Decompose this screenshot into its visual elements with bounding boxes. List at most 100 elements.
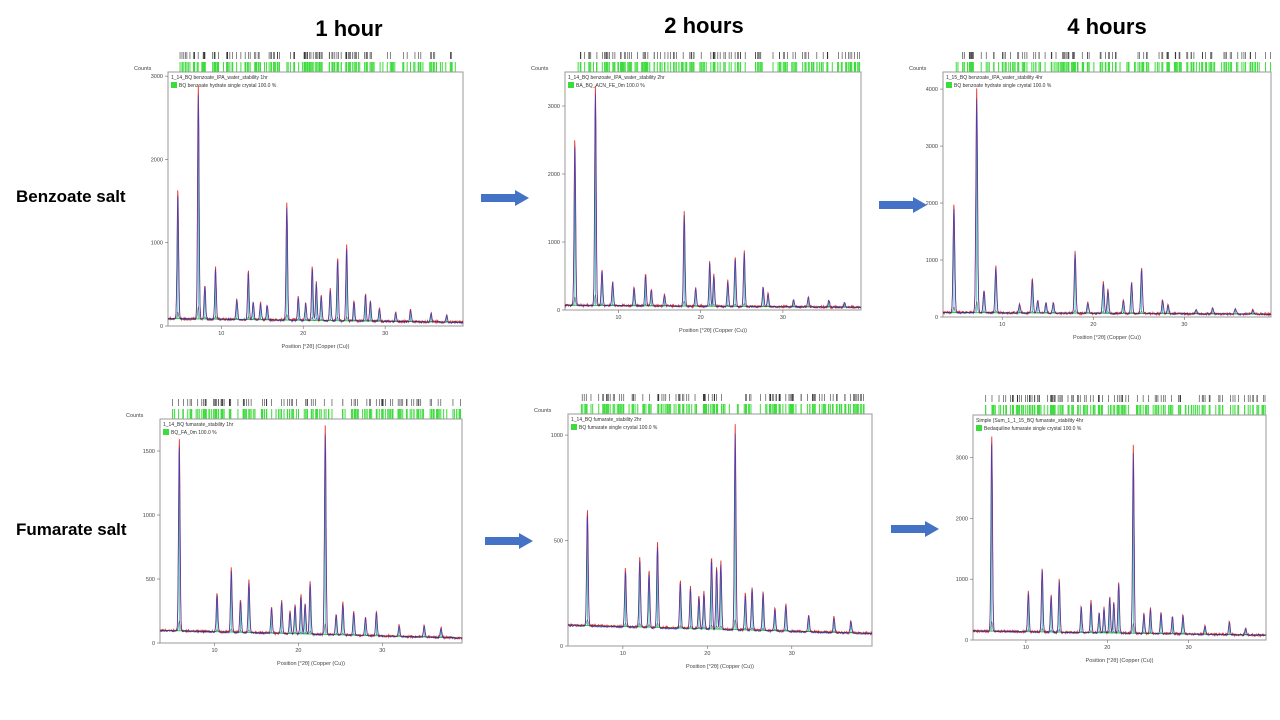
reference-sticks <box>991 464 1247 635</box>
x-tick-label: 30 <box>1186 645 1192 651</box>
xrd-chart-fumarate-2hr: Counts 0 500 1000 10 20 30 Position [°2θ] (Copp… <box>530 392 874 682</box>
difference-series <box>567 618 873 634</box>
legend-entry-sample: 1_14_BQ benzoate_IPA_water_stability 2hr <box>568 75 665 81</box>
y-tick-label: 1000 <box>551 433 563 439</box>
y-tick-label: 0 <box>557 308 560 314</box>
legend-entry-sample: 1_14_BQ fumarate_stability 1hr <box>163 422 234 428</box>
x-axis-label: Position [°2θ] (Copper (Cu)) <box>282 344 350 350</box>
x-tick-label: 20 <box>1104 645 1110 651</box>
legend: 1_14_BQ fumarate_stability 2hr BQ fumarat… <box>571 417 658 431</box>
legend-entry-reference: Bedaquiline fumarate single crystal 100.… <box>984 426 1082 432</box>
x-tick-label: 10 <box>620 651 626 657</box>
y-tick-label: 1500 <box>143 449 155 455</box>
y-axis-label: Counts <box>909 66 927 72</box>
legend-swatch <box>946 82 952 88</box>
reference-sticks <box>574 119 846 308</box>
y-tick-label: 2000 <box>548 172 560 178</box>
x-tick-label: 10 <box>211 648 217 654</box>
x-tick-label: 20 <box>704 651 710 657</box>
difference-series <box>564 294 862 309</box>
y-tick-label: 3000 <box>956 456 968 462</box>
legend: 1_15_BQ benzoate_IPA_water_stability 4hr… <box>946 75 1052 89</box>
reference-sticks <box>586 457 852 633</box>
x-axis-label: Position [°2θ] (Copper (Cu)) <box>1086 658 1154 664</box>
x-tick-label: 30 <box>780 315 786 321</box>
x-tick-label: 30 <box>379 648 385 654</box>
legend-entry-reference: BQ fumarate single crystal 100.0 % <box>579 425 658 431</box>
y-tick-label: 0 <box>965 638 968 644</box>
difference-series <box>942 301 1272 315</box>
xrd-chart-benzoate-4hr: Counts 0 1000 2000 3000 4000 10 20 30 Position [°… <box>905 50 1273 353</box>
legend-entry-sample: Simple (Sum_1_1_15_BQ fumarate_stability… <box>976 418 1084 424</box>
reference-sticks <box>177 120 448 323</box>
legend: 1_14_BQ fumarate_stability 1hr BQ_FA_0m 1… <box>163 422 234 436</box>
y-axis-label: Counts <box>534 408 552 414</box>
arrow-icon <box>481 190 529 206</box>
xrd-chart-fumarate-1hr: Counts 0 500 1000 1500 10 20 30 Position [°2θ] (… <box>122 397 464 679</box>
reference-tick-strip <box>172 399 462 419</box>
y-tick-label: 1000 <box>548 240 560 246</box>
y-tick-label: 0 <box>160 324 163 330</box>
row-label-benzoate: Benzoate salt <box>16 187 126 206</box>
y-axis-label: Counts <box>531 66 549 72</box>
y-tick-label: 2000 <box>956 516 968 522</box>
difference-series <box>159 620 463 639</box>
reference-tick-strip <box>179 52 463 72</box>
y-tick-label: 4000 <box>926 87 938 93</box>
arrow-icon <box>891 521 939 537</box>
reference-sticks <box>178 458 442 638</box>
plot-frame <box>564 71 862 311</box>
x-tick-label: 10 <box>218 331 224 337</box>
y-tick-label: 0 <box>560 644 563 650</box>
difference-series <box>972 621 1267 636</box>
y-tick-label: 500 <box>146 577 155 583</box>
calculated-series <box>567 433 873 635</box>
legend-entry-reference: BQ_FA_0m 100.0 % <box>171 430 217 436</box>
x-tick-label: 30 <box>382 331 388 337</box>
legend-entry-reference: BQ benzoate hydrate single crystal 100.0… <box>954 83 1052 89</box>
calculated-series <box>159 434 463 640</box>
legend-swatch <box>163 429 169 435</box>
xrd-plot: Counts 0 500 1000 1500 10 20 30 Position [°2θ] (… <box>126 399 463 667</box>
y-tick-label: 3000 <box>548 104 560 110</box>
x-tick-label: 10 <box>615 315 621 321</box>
xrd-plot: Counts 0 1000 2000 3000 4000 10 20 30 Position [°… <box>909 52 1272 341</box>
y-tick-label: 1000 <box>151 241 163 247</box>
x-axis-label: Position [°2θ] (Copper (Cu)) <box>679 328 747 334</box>
y-tick-label: 3000 <box>926 144 938 150</box>
arrow-icon <box>879 197 927 213</box>
xrd-plot: Counts 0 1000 2000 3000 10 20 30 Position [°2θ] … <box>134 52 464 350</box>
plot-frame <box>942 71 1272 318</box>
arrow-icon <box>485 533 533 549</box>
xrd-plot: Counts 0 1000 2000 3000 10 20 30 Position [°2θ] … <box>531 52 862 334</box>
xrd-plot: Counts 0 500 1000 10 20 30 Position [°2θ] (Copp… <box>534 394 873 670</box>
reference-tick-strip <box>580 394 872 414</box>
column-title-4-hours: 4 hours <box>1067 14 1147 39</box>
legend-swatch <box>568 82 574 88</box>
x-tick-label: 30 <box>789 651 795 657</box>
reference-tick-strip <box>955 52 1272 72</box>
x-axis-label: Position [°2θ] (Copper (Cu)) <box>1073 335 1141 341</box>
x-tick-label: 10 <box>999 322 1005 328</box>
y-tick-label: 1000 <box>143 513 155 519</box>
column-title-2-hours: 2 hours <box>664 13 744 38</box>
row-label-fumarate: Fumarate salt <box>16 520 127 539</box>
x-axis-label: Position [°2θ] (Copper (Cu)) <box>277 661 345 667</box>
difference-series <box>167 306 463 324</box>
x-tick-label: 30 <box>1181 322 1187 328</box>
y-tick-label: 500 <box>554 539 563 545</box>
xrd-plot: 0 1000 2000 3000 10 20 30 Position [°2θ] (Coppe… <box>956 395 1267 664</box>
legend: Simple (Sum_1_1_15_BQ fumarate_stability… <box>976 418 1084 432</box>
reference-tick-strip <box>577 52 861 72</box>
legend-entry-reference: BA_BQ_ACN_FE_0m 100.0 % <box>576 83 645 89</box>
legend: 1_14_BQ benzoate_IPA_water_stability 1hr… <box>171 75 277 89</box>
x-tick-label: 20 <box>300 331 306 337</box>
legend-swatch <box>976 425 982 431</box>
legend-entry-sample: 1_15_BQ benzoate_IPA_water_stability 4hr <box>946 75 1043 81</box>
plot-frame <box>167 71 464 327</box>
y-tick-label: 2000 <box>151 157 163 163</box>
y-axis-label: Counts <box>134 66 152 72</box>
legend-entry-sample: 1_14_BQ fumarate_stability 2hr <box>571 417 642 423</box>
xrd-chart-benzoate-1hr: Counts 0 1000 2000 3000 10 20 30 Position [°2θ] … <box>130 50 465 362</box>
x-tick-label: 20 <box>295 648 301 654</box>
